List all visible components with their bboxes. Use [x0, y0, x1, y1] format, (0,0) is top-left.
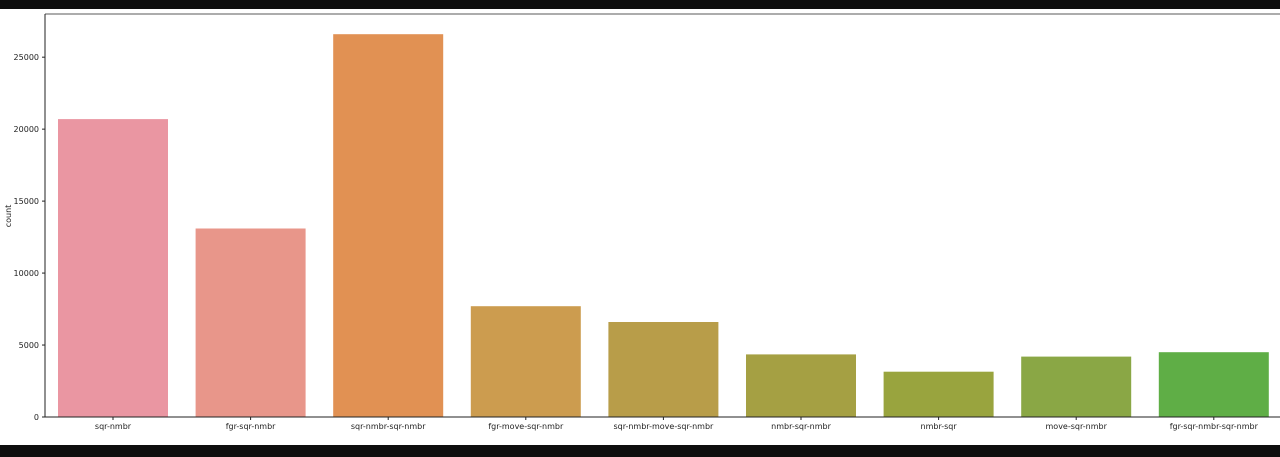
- bar-nmbr-sqr: [883, 371, 994, 417]
- bars-group: [58, 34, 1269, 417]
- y-tick-label: 25000: [14, 53, 39, 62]
- y-tick-label: 5000: [19, 341, 39, 350]
- x-tick-label: move-sqr-nmbr: [1046, 422, 1108, 431]
- bar-fgr-sqr-nmbr-sqr-nmbr: [1158, 352, 1269, 417]
- x-axis-ticks: sqr-nmbr fgr-sqr-nmbr sqr-nmbr-sqr-nmbr fgr…: [95, 417, 1259, 431]
- chart-figure: 0 5000 10000 15000 20000 25000 sqr-nmbr fgr-sq…: [0, 9, 1280, 445]
- bar-sqr-nmbr: [58, 119, 168, 417]
- y-axis-ticks: 0 5000 10000 15000 20000 25000: [14, 53, 45, 422]
- bottom-frame-bar: [0, 445, 1280, 457]
- top-frame-bar: [0, 0, 1280, 9]
- x-tick-label: fgr-sqr-nmbr-sqr-nmbr: [1170, 422, 1259, 431]
- y-tick-label: 10000: [14, 269, 39, 278]
- y-tick-label: 15000: [14, 197, 39, 206]
- x-tick-label: fgr-move-sqr-nmbr: [488, 422, 564, 431]
- x-tick-label: nmbr-sqr: [921, 422, 958, 431]
- bar-move-sqr-nmbr: [1021, 356, 1132, 417]
- x-tick-label: nmbr-sqr-nmbr: [771, 422, 831, 431]
- bar-nmbr-sqr-nmbr: [746, 354, 856, 417]
- x-tick-label: fgr-sqr-nmbr: [226, 422, 276, 431]
- x-tick-label: sqr-nmbr: [95, 422, 132, 431]
- bar-sqr-nmbr-move-sqr-nmbr: [608, 322, 719, 417]
- bar-chart: 0 5000 10000 15000 20000 25000 sqr-nmbr fgr-sq…: [4, 13, 1280, 431]
- bar-sqr-nmbr-sqr-nmbr: [333, 34, 444, 417]
- y-axis-label: count: [4, 205, 13, 228]
- bar-fgr-move-sqr-nmbr: [470, 306, 581, 417]
- bar-fgr-sqr-nmbr: [195, 228, 306, 417]
- y-tick-label: 20000: [14, 125, 39, 134]
- y-tick-label: 0: [34, 413, 39, 422]
- x-tick-label: sqr-nmbr-move-sqr-nmbr: [613, 422, 714, 431]
- x-tick-label: sqr-nmbr-sqr-nmbr: [351, 422, 426, 431]
